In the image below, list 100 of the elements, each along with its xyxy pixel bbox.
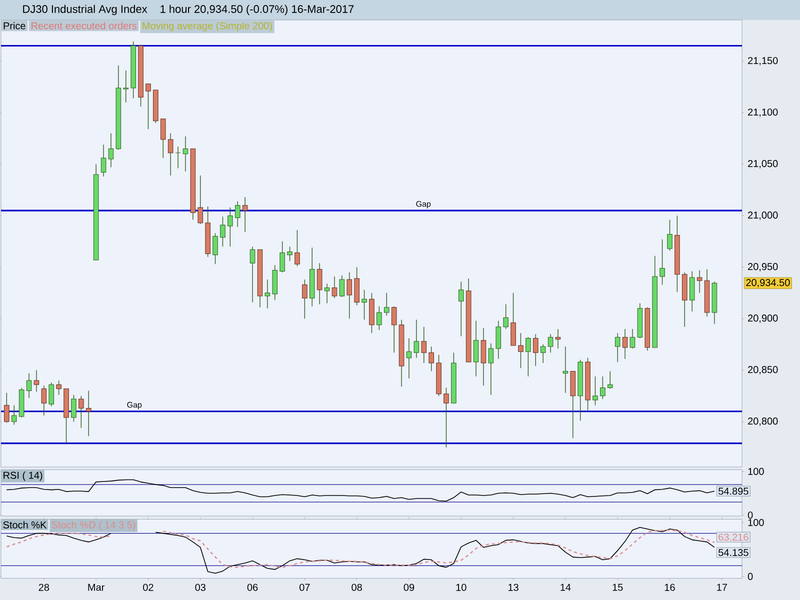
y-tick-label: 100 [748,468,764,475]
candlestick [421,326,427,364]
candlestick [510,292,516,346]
candlestick [123,70,129,103]
x-tick-label: 08 [352,584,362,591]
candlestick [562,346,568,394]
candlestick [86,390,92,436]
candlestick [622,328,628,360]
y-tick-label: 20,900 [748,314,778,323]
annotation: Recent executed orders [32,22,137,30]
y-tick-label: 100 [748,519,764,526]
chart-subtitle: 1 hour 20,934.50 (-0.07%) 16-Mar-2017 [160,4,354,16]
candlestick [182,136,188,172]
x-tick-label: 03 [195,584,206,591]
candlestick [242,196,248,233]
candlestick [526,336,531,377]
candlestick [108,132,114,168]
y-tick-label: 20,950 [748,263,778,272]
candlestick [250,246,256,303]
candlestick [376,306,382,330]
x-tick-label: 28 [38,584,50,591]
candlestick [346,272,352,320]
candlestick [488,343,494,396]
x-tick-label: 07 [300,584,310,591]
candlestick [294,230,300,267]
x-tick-label: 02 [143,584,154,591]
candlestick [689,270,695,312]
candlestick [608,370,613,390]
x-tick-label: 16 [664,584,675,591]
candlestick [600,376,606,400]
candlestick [540,344,546,364]
candlestick [332,276,338,298]
candlestick [503,304,508,330]
candlestick [272,264,278,300]
x-tick-label: 17 [717,584,727,591]
candlestick [496,320,502,360]
series-label: Stoch %K [3,521,47,528]
candlestick [324,283,330,304]
candlestick [614,332,620,362]
candlestick [548,334,554,354]
candlestick [391,306,397,354]
candlestick [26,372,32,398]
x-tick-label: 15 [612,584,623,591]
data-label: 54.135 [718,548,748,556]
candlestick [264,279,270,309]
candlestick [100,144,106,177]
candlestick [41,385,47,416]
ref-line-label: Gap [416,201,431,208]
candlestick [287,246,292,262]
candlestick [444,387,449,448]
x-tick-label: 09 [404,584,414,591]
candlestick [4,392,10,424]
candlestick [362,289,367,320]
ref-line-label: Gap [127,402,142,410]
candlestick [48,382,54,407]
candlestick [78,396,84,428]
candlestick [175,146,181,169]
data-label: 54.895 [718,488,748,495]
candlestick [280,241,285,273]
y-tick-label: 21,100 [748,108,778,117]
candlestick [667,219,672,252]
annotation: Moving average (Simple 200) [142,22,272,32]
candlestick [592,376,598,406]
candlestick [302,279,308,320]
candlestick [533,334,538,366]
candlestick [316,262,322,305]
candlestick [660,239,665,286]
candlestick [160,118,166,158]
x-tick-label: Mar [88,584,105,591]
series-label: RSI ( 14) [4,472,42,481]
candlestick [34,370,40,392]
series-label: Stoch %D ( 14 3 5) [52,521,136,530]
candlestick [168,132,174,176]
candlestick [198,175,204,224]
candlestick [212,232,218,264]
y-tick-label: 0 [748,572,753,580]
candlestick [146,84,151,130]
chart-title: DJ30 Industrial Avg Index [23,4,148,16]
candlestick [384,292,390,316]
candlestick [406,338,412,379]
candlestick [555,328,561,349]
y-tick-label: 21,150 [748,57,778,66]
candlestick [473,320,479,377]
text: 20,934.50 [746,279,790,288]
x-tick-label: 14 [560,584,571,591]
candlestick [71,394,76,422]
y-tick-label: 21,050 [748,160,778,168]
candlestick [339,275,345,298]
candlestick [234,200,240,228]
candlestick [354,266,360,306]
x-tick-label: 13 [508,584,518,591]
y-tick-label: 21,000 [748,212,778,220]
candlestick [11,404,17,426]
x-tick-label: 06 [247,584,258,591]
y-tick-label: 20,800 [748,418,778,426]
candlestick [480,328,486,386]
candlestick [428,346,434,372]
candlestick [458,281,464,337]
y-tick-label: 20,850 [748,366,778,374]
candlestick [56,380,62,396]
